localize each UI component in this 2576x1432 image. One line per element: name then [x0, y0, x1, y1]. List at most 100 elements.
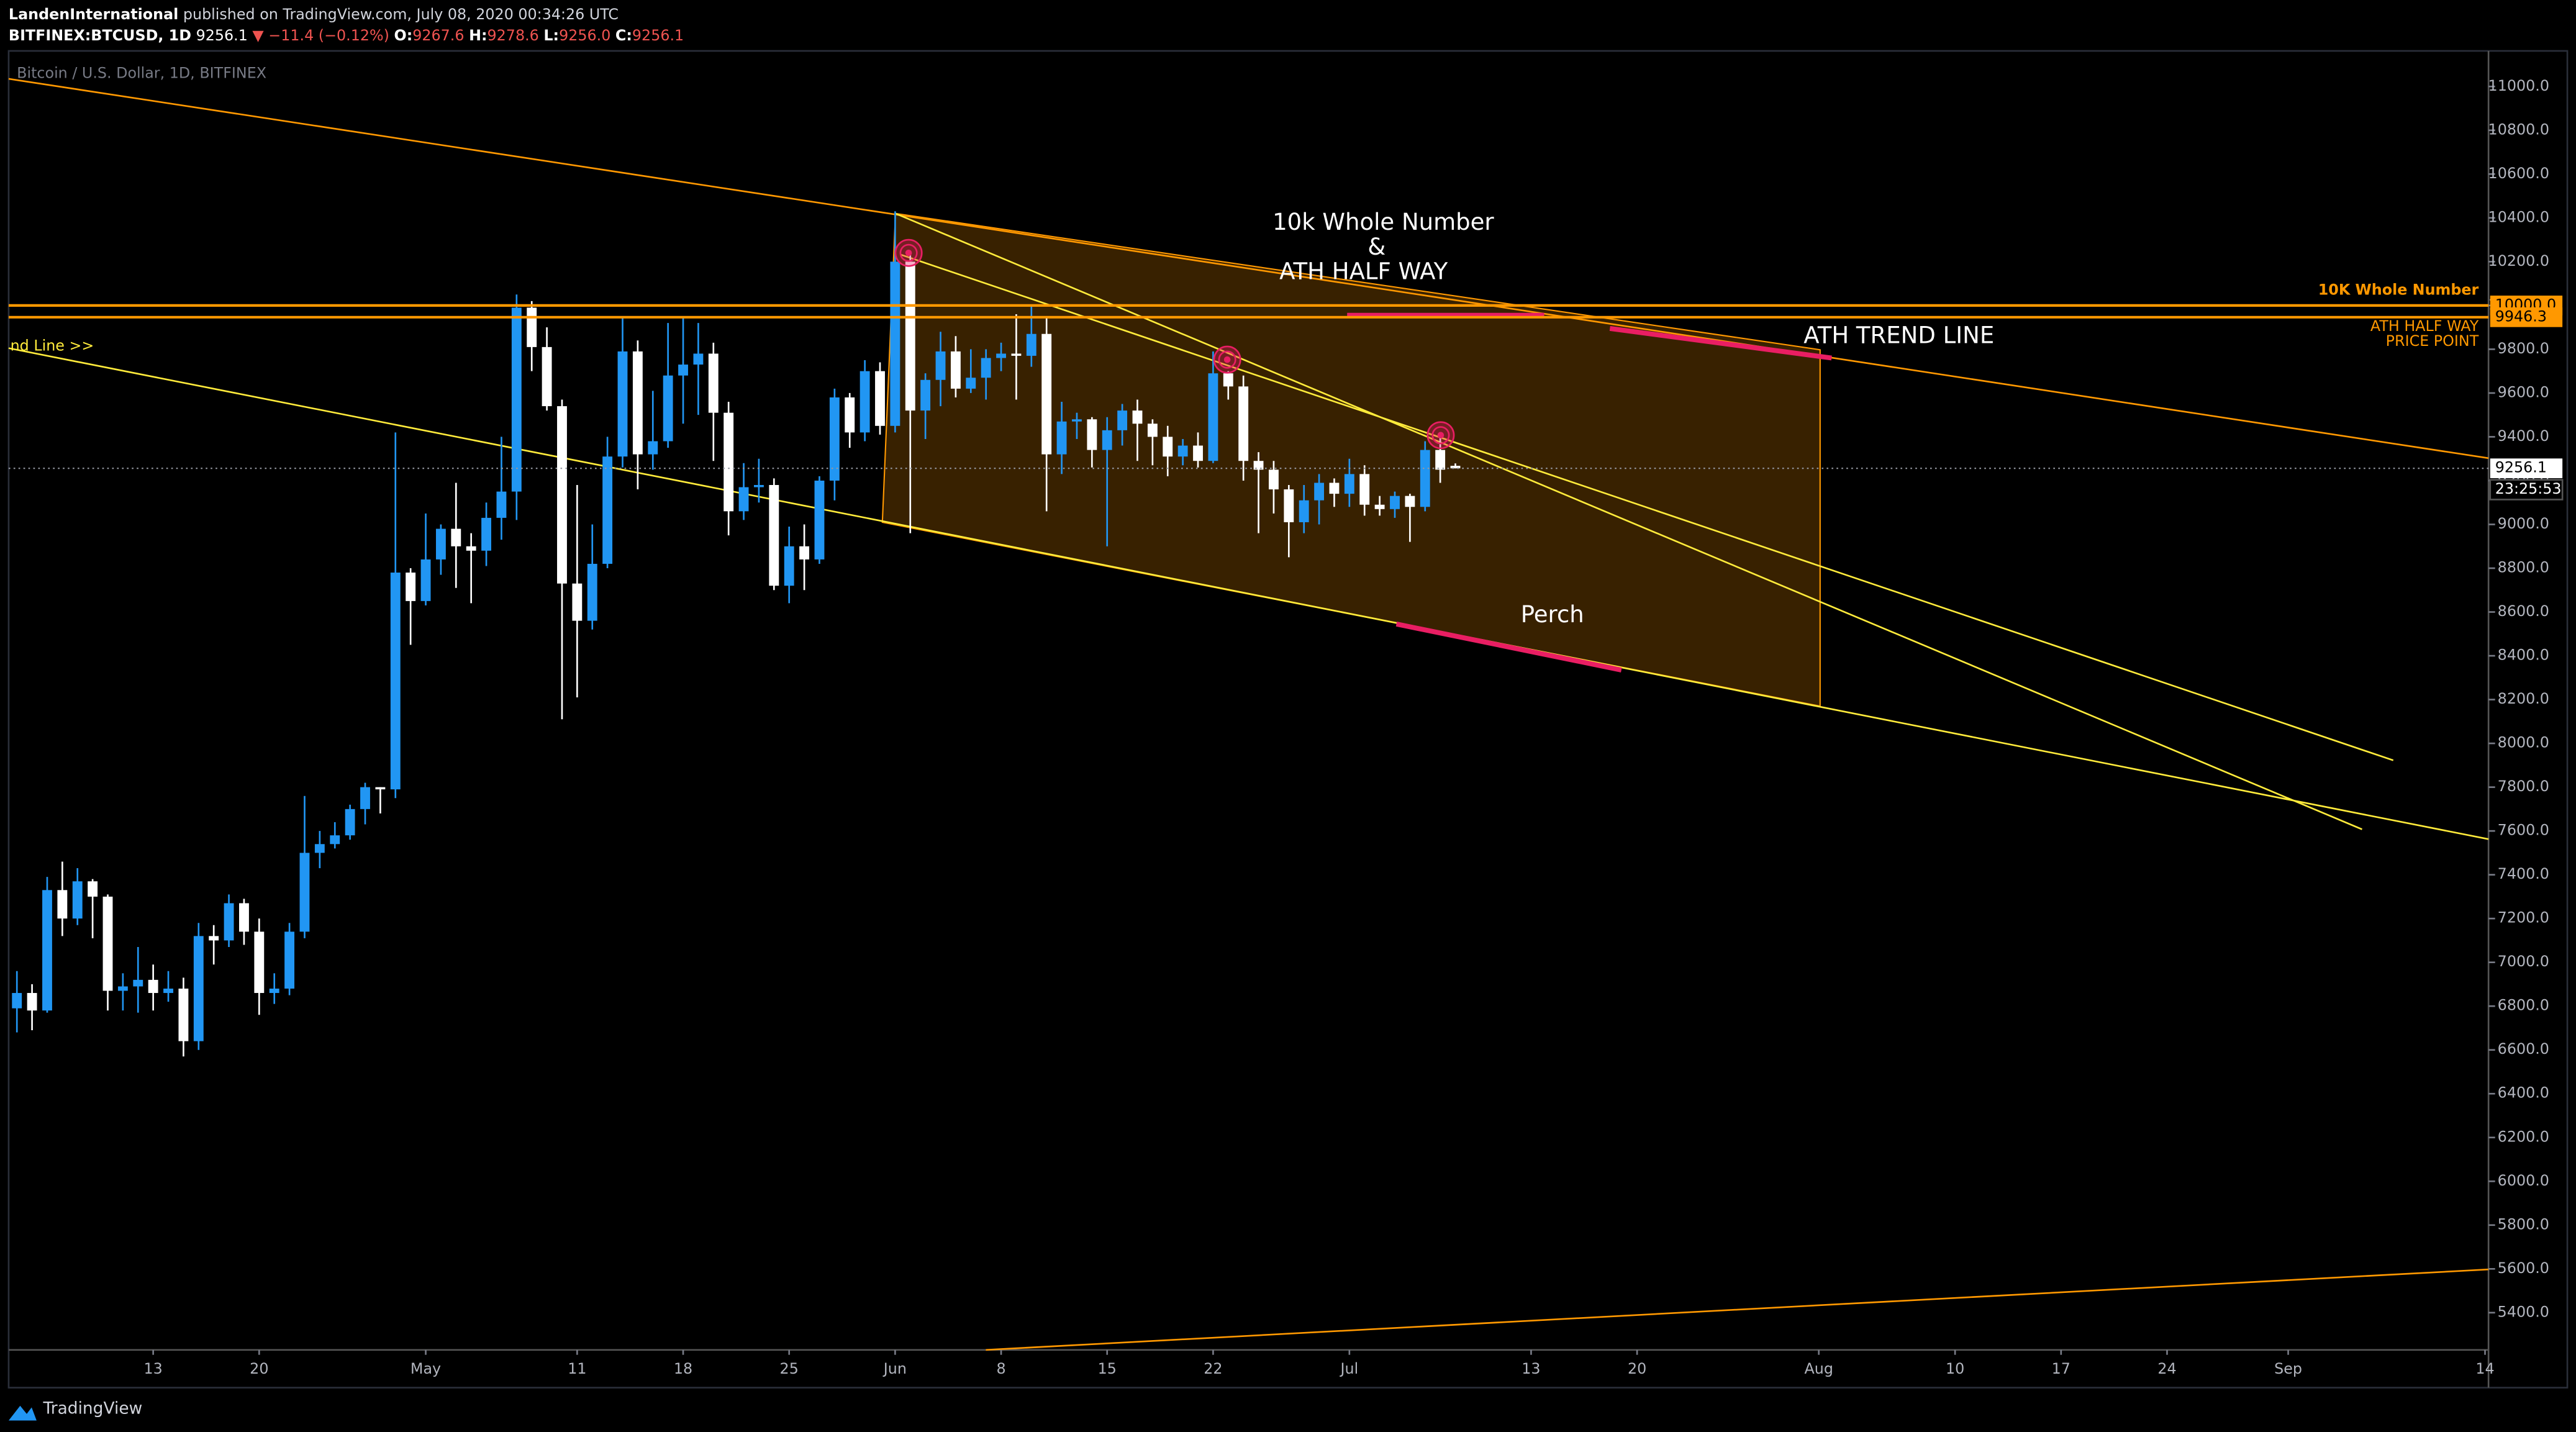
candle-body [27, 993, 37, 1011]
trend-line [900, 253, 2394, 761]
candle-body [360, 787, 370, 809]
y-tick-label: 7400.0 [2498, 865, 2549, 882]
candle-body [178, 988, 189, 1041]
candle-body [754, 485, 764, 487]
y-tick-label: 6800.0 [2498, 997, 2549, 1014]
candle-body [269, 988, 279, 994]
footer-brand: TradingView [42, 1398, 142, 1418]
candle-body [1041, 333, 1052, 455]
y-tick-label: 8400.0 [2498, 646, 2549, 664]
header-line: LandenInternational published on Trading… [9, 5, 619, 22]
candle-body [102, 896, 113, 991]
candle-body [890, 261, 900, 426]
level-label: PRICE POINT [2386, 332, 2479, 350]
candle-body [542, 347, 552, 407]
countdown-box [2489, 479, 2564, 501]
candle-body [1087, 419, 1097, 450]
candle-body [859, 371, 870, 433]
candle-body [193, 936, 204, 1041]
y-tick-label: 8600.0 [2498, 602, 2549, 620]
candle-body [163, 988, 173, 994]
candle-body [1299, 500, 1309, 522]
x-tick-label: Sep [2274, 1360, 2302, 1377]
candle-body [375, 787, 386, 790]
header-line: BITFINEX:BTCUSD, 1D 9256.1 ▼ −11.4 (−0.1… [9, 27, 684, 44]
frame [7, 50, 2569, 1389]
candle-body [148, 979, 158, 994]
l: 9256.0 [559, 27, 610, 44]
c: 9256.1 [632, 27, 684, 44]
candle-body [708, 353, 719, 413]
candle-body [1253, 461, 1264, 470]
candle-body [1147, 424, 1158, 437]
price-box [2490, 307, 2563, 327]
candle-body [1117, 410, 1128, 430]
candle-body [42, 890, 52, 1011]
x-tick-label: 24 [2157, 1360, 2176, 1377]
y-tick-label: 9800.0 [2498, 340, 2549, 357]
y-tick-label: 5800.0 [2498, 1215, 2549, 1233]
candle-body [663, 375, 673, 442]
chart-title: Bitcoin / U.S. Dollar, 1D, BITFINEX [17, 65, 266, 82]
x-tick-label: Jun [882, 1360, 907, 1377]
candle-body [738, 487, 749, 512]
o: 9267.6 [412, 27, 464, 44]
candle-body [1238, 386, 1249, 461]
level-label: 10K Whole Number [2318, 281, 2479, 299]
x-tick-label: 15 [1098, 1360, 1117, 1377]
candle-body [769, 485, 779, 586]
candle-body [466, 546, 476, 551]
candle-body [1359, 474, 1370, 505]
candle-body [435, 528, 446, 560]
y-tick-label: 8000.0 [2498, 734, 2549, 751]
level-label: ATH HALF WAY [2370, 317, 2479, 335]
candle-body [950, 351, 961, 389]
candle-body [693, 353, 704, 365]
candle-body [406, 573, 416, 601]
candle-body [678, 365, 688, 376]
candle-body [784, 546, 794, 586]
candle-body [920, 379, 931, 411]
x-tick-label: 14 [2475, 1360, 2494, 1377]
x-tick-label: 10 [1946, 1360, 1964, 1377]
candle-body [390, 573, 401, 790]
candle-body [905, 261, 915, 411]
candle-body [875, 371, 885, 426]
candle-body [496, 491, 507, 518]
candle-body [632, 351, 643, 455]
candle-body [723, 412, 734, 512]
candle-body [1177, 445, 1188, 457]
price-box [2490, 458, 2563, 479]
candle-body [314, 844, 325, 853]
candle-body [935, 351, 946, 380]
candle-body [829, 397, 840, 481]
annotation: ATH HALF WAY [1279, 258, 1448, 284]
candle-body [1405, 496, 1415, 507]
candle-body [481, 517, 491, 551]
x-tick-label: 8 [996, 1360, 1005, 1377]
marks [12, 211, 1461, 1057]
candle-body [345, 809, 355, 836]
o-label: O: [394, 27, 412, 44]
h: 9278.6 [488, 27, 539, 44]
candle-body [845, 397, 855, 433]
candle-body [254, 931, 265, 994]
change: ▼ −11.4 (−0.12%) [252, 27, 389, 44]
candle-body [420, 559, 431, 601]
candle-body [511, 307, 522, 492]
price-box-label: 9946.3 [2495, 307, 2547, 325]
candle-body [1056, 421, 1067, 455]
x-tick-label: 22 [1204, 1360, 1222, 1377]
drawings [8, 78, 2489, 1351]
candle-body [1435, 450, 1446, 470]
candle-body [299, 853, 310, 932]
candle-body [1026, 333, 1036, 356]
candle-body [12, 993, 22, 1008]
candle-body [1329, 483, 1340, 494]
y-tick-label: 6200.0 [2498, 1128, 2549, 1145]
candle-body [1374, 504, 1385, 509]
y-tick-label: 10600.0 [2488, 165, 2549, 182]
